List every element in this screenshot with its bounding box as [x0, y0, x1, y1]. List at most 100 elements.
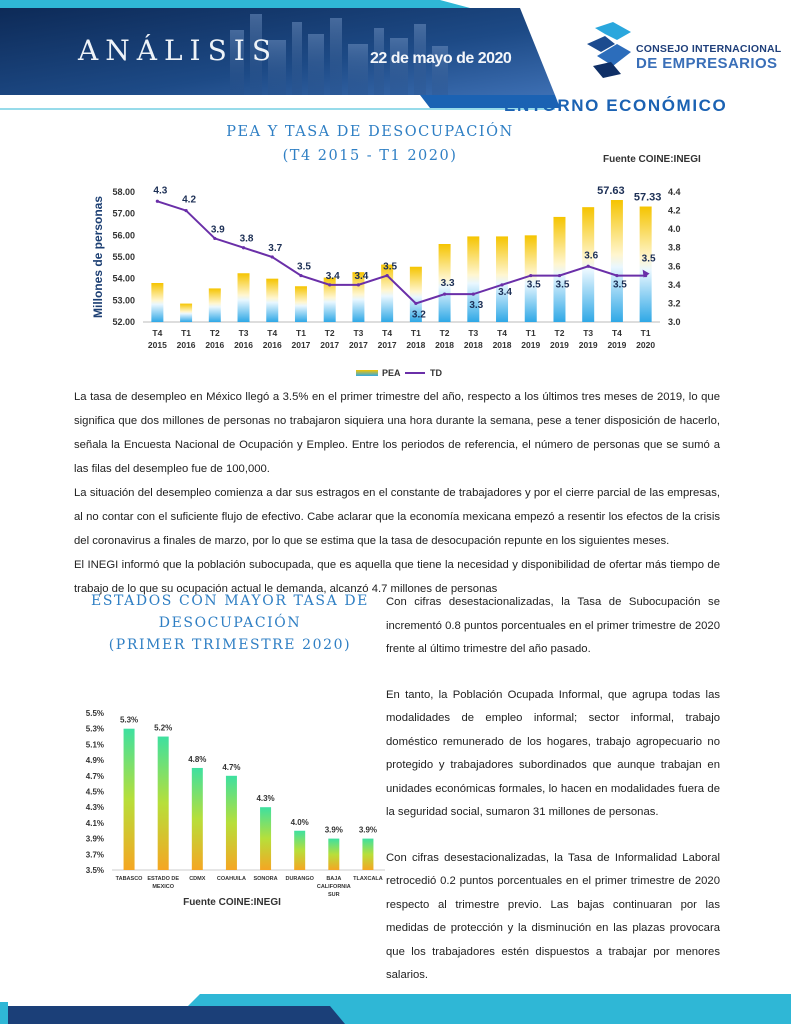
x-tick-label: T3: [468, 328, 478, 338]
logo-text-line1: CONSEJO INTERNACIONAL: [636, 43, 782, 55]
right-paragraph-3: Con cifras desestacionalizadas, la Tasa …: [386, 851, 720, 982]
td-point: [155, 199, 159, 203]
x-tick-label: CDMX: [189, 876, 206, 882]
x-tick-label: 2019: [607, 340, 626, 350]
x-tick-label: COAHUILA: [217, 876, 246, 882]
td-data-label: 3.5: [642, 254, 656, 265]
x-tick-label: T4: [497, 328, 507, 338]
x-tick-label: T3: [353, 328, 363, 338]
pea-bar: [409, 266, 422, 322]
state-bar: [157, 736, 169, 870]
x-tick-label: T4: [612, 328, 622, 338]
y2-tick-label: 3.4: [668, 280, 681, 290]
header-banner: [0, 0, 560, 110]
section-title: ENTORNO ECONÓMICO: [504, 96, 728, 115]
x-tick-label: T2: [210, 328, 220, 338]
pea-bar: [467, 236, 480, 322]
x-tick-label: T2: [555, 328, 565, 338]
chart2-title-line1: ESTADOS CON MAYOR TASA DE: [91, 593, 369, 609]
y2-tick-label: 3.0: [668, 317, 681, 327]
state-data-label: 4.0%: [291, 818, 309, 827]
pea-td-chart: 52.00 53.00 54.00 55.00 56.00 57.00 58.00 3.0 3.…: [91, 185, 681, 378]
x-tick-label: 2017: [378, 340, 397, 350]
x-tick-label: T1: [411, 328, 421, 338]
right-paragraph-2: En tanto, la Población Ocupada Informal,…: [386, 688, 720, 819]
state-bar: [294, 830, 306, 870]
td-data-label: 3.9: [211, 224, 225, 235]
td-data-label: 3.3: [469, 300, 483, 311]
state-data-label: 4.7%: [222, 763, 240, 772]
td-data-label: 3.4: [326, 271, 340, 282]
pea-data-label: 57.63: [597, 185, 625, 197]
td-data-label: 4.3: [153, 185, 167, 196]
td-data-label: 3.3: [441, 278, 455, 289]
pea-bar: [266, 278, 279, 322]
pea-bar: [294, 286, 307, 322]
page-title: ANÁLISIS: [78, 34, 279, 67]
chart2-source: Fuente COINE:INEGI: [183, 897, 281, 908]
y-tick-label: 52.00: [112, 317, 135, 327]
y-tick-label: 5.5%: [86, 709, 104, 718]
right-column: Con cifras desestacionalizadas, la Tasa …: [386, 591, 720, 988]
article-body: La tasa de desempleo en México llegó a 3…: [74, 385, 720, 601]
x-tick-label: 2017: [349, 340, 368, 350]
x-tick-label: T1: [181, 328, 191, 338]
x-tick-label: 2016: [205, 340, 224, 350]
x-tick-label: 2018: [493, 340, 512, 350]
x-tick-label: DURANGO: [285, 876, 314, 882]
x-tick-label: 2018: [406, 340, 425, 350]
pea-bar: [180, 303, 193, 322]
pea-data-label: 57.33: [634, 192, 662, 204]
td-point: [299, 273, 303, 278]
x-tick-label: 2018: [435, 340, 454, 350]
x-tick-label: T4: [152, 328, 162, 338]
td-data-label: 3.5: [383, 262, 397, 273]
y2-tick-label: 4.0: [668, 224, 681, 234]
x-tick-label: 2015: [148, 340, 167, 350]
y-tick-label: 4.9%: [86, 756, 104, 765]
x-tick-label: 2019: [579, 340, 598, 350]
x-tick-label: T3: [583, 328, 593, 338]
td-data-label: 3.2: [412, 309, 426, 320]
chart1-title-line1: PEA Y TASA DE DESOCUPACIÓN: [226, 124, 514, 140]
state-data-label: 5.3%: [120, 716, 138, 725]
state-data-label: 3.9%: [325, 826, 343, 835]
y-tick-label: 4.1%: [86, 819, 104, 828]
td-data-label: 3.4: [354, 271, 368, 282]
report-date: 22 de mayo de 2020: [370, 50, 512, 67]
x-tick-label: 2020: [636, 340, 655, 350]
pea-bar: [496, 236, 509, 322]
y-tick-label: 3.7%: [86, 850, 104, 859]
x-tick-label: MEXICO: [152, 884, 174, 890]
td-data-label: 3.5: [297, 262, 311, 273]
y-tick-label: 56.00: [112, 230, 135, 240]
y-tick-label: 54.00: [112, 274, 135, 284]
state-data-label: 3.9%: [359, 826, 377, 835]
x-tick-label: 2016: [263, 340, 282, 350]
td-point: [385, 273, 389, 278]
x-tick-label: T1: [526, 328, 536, 338]
y-tick-label: 58.00: [112, 187, 135, 197]
x-tick-label: T2: [325, 328, 335, 338]
td-point: [414, 301, 418, 306]
pea-bar: [237, 273, 250, 322]
pea-bar: [553, 216, 566, 322]
td-line: [157, 200, 646, 305]
y2-tick-label: 4.2: [668, 206, 681, 216]
x-tick-label: T4: [267, 328, 277, 338]
pea-bar: [610, 200, 623, 322]
x-tick-label: 2016: [177, 340, 196, 350]
y-axis-title: Millones de personas: [91, 196, 105, 318]
td-data-label: 3.5: [527, 280, 541, 291]
y-tick-label: 5.3%: [86, 725, 104, 734]
x-tick-label: 2019: [521, 340, 540, 350]
td-point: [586, 264, 590, 268]
x-tick-label: BAJA: [326, 876, 341, 882]
y2-tick-label: 3.8: [668, 243, 681, 253]
y-tick-label: 53.00: [112, 295, 135, 305]
chart2-title-line3: (PRIMER TRIMESTRE 2020): [108, 637, 352, 653]
pea-bar: [582, 207, 595, 322]
chart1-title-line2: (T4 2015 - T1 2020): [282, 148, 458, 164]
state-bar: [328, 838, 340, 870]
y-tick-label: 4.5%: [86, 788, 104, 797]
